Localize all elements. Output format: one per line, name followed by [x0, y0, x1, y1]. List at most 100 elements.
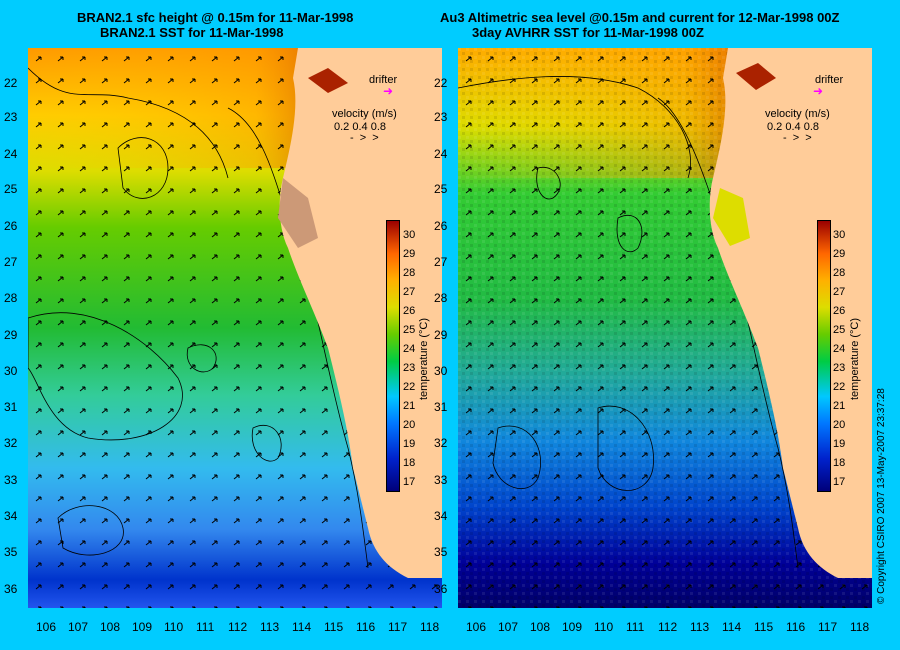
copyright-text: © Copyright CSIRO 2007 13-May-2007 23:37…: [876, 388, 887, 604]
land-mass: [279, 48, 442, 578]
lat-tick: 34: [4, 509, 18, 523]
lat-tick: 28: [4, 291, 18, 305]
colorbar-tick: 23: [833, 362, 846, 374]
colorbar-tick: 22: [833, 381, 846, 393]
lat-tick: 22: [4, 76, 18, 90]
lon-tick: 106: [466, 620, 487, 634]
lat-tick: 35: [4, 545, 18, 559]
lat-tick: 22: [434, 76, 448, 90]
colorbar-tick: 17: [833, 476, 846, 488]
lat-tick: 36: [434, 582, 448, 596]
colorbar-tick: 27: [403, 286, 416, 298]
colorbar-tick: 27: [833, 286, 846, 298]
velocity-title: velocity (m/s): [765, 108, 830, 120]
lon-tick: 107: [498, 620, 519, 634]
left-map-panel: [28, 48, 442, 608]
colorbar-tick: 25: [833, 324, 846, 336]
lat-tick: 33: [4, 473, 18, 487]
colorbar-tick: 19: [403, 438, 416, 450]
drifter-icon: ➜: [383, 84, 394, 98]
colorbar-tick: 18: [833, 457, 846, 469]
lon-tick: 114: [722, 620, 742, 634]
colorbar-tick: 20: [403, 419, 416, 431]
lon-tick: 118: [420, 620, 440, 634]
lon-tick: 107: [68, 620, 89, 634]
colorbar-tick: 26: [833, 305, 846, 317]
colorbar-tick: 25: [403, 324, 416, 336]
lat-tick: 27: [4, 255, 18, 269]
lat-tick: 33: [434, 473, 448, 487]
lon-tick: 109: [562, 620, 583, 634]
colorbar-tick: 24: [403, 343, 416, 355]
colorbar-tick: 29: [833, 248, 846, 260]
colorbar-tick: 19: [833, 438, 846, 450]
lat-tick: 24: [4, 147, 18, 161]
lon-tick: 115: [324, 620, 344, 634]
lat-tick: 26: [434, 219, 448, 233]
colorbar-tick: 21: [833, 400, 846, 412]
right-map-panel: [458, 48, 872, 608]
left-title-line2: BRAN2.1 SST for 11-Mar-1998: [100, 25, 284, 40]
right-title-line2: 3day AVHRR SST for 11-Mar-1998 00Z: [472, 25, 704, 40]
lat-tick: 29: [4, 328, 18, 342]
left-colorbar: [386, 220, 400, 492]
lon-tick: 113: [260, 620, 280, 634]
lat-tick: 23: [434, 110, 448, 124]
lat-tick: 31: [434, 400, 448, 414]
lat-tick: 30: [4, 364, 18, 378]
lat-tick: 23: [4, 110, 18, 124]
lat-tick: 24: [434, 147, 448, 161]
drifter-icon: ➜: [813, 84, 824, 98]
drifter-label: drifter: [369, 74, 398, 86]
drifter-label: drifter: [815, 74, 844, 86]
colorbar-tick: 21: [403, 400, 416, 412]
colorbar-tick: 30: [403, 229, 416, 241]
lat-tick: 28: [434, 291, 448, 305]
lon-tick: 106: [36, 620, 57, 634]
lat-tick: 35: [434, 545, 448, 559]
colorbar-tick: 30: [833, 229, 846, 241]
lon-tick: 114: [292, 620, 312, 634]
colorbar-tick: 18: [403, 457, 416, 469]
lat-tick: 34: [434, 509, 448, 523]
lon-tick: 110: [594, 620, 614, 634]
lon-tick: 117: [388, 620, 408, 634]
colorbar-tick: 29: [403, 248, 416, 260]
lat-tick: 36: [4, 582, 18, 596]
lon-tick: 112: [658, 620, 678, 634]
lon-tick: 111: [626, 620, 645, 634]
lat-tick: 32: [4, 436, 18, 450]
lon-tick: 108: [100, 620, 121, 634]
lon-tick: 118: [850, 620, 870, 634]
lat-tick: 31: [4, 400, 18, 414]
right-map-svg: [458, 48, 872, 608]
lat-tick: 32: [434, 436, 448, 450]
lat-tick: 29: [434, 328, 448, 342]
lon-tick: 117: [818, 620, 838, 634]
colorbar-tick: 17: [403, 476, 416, 488]
lat-tick: 25: [434, 182, 448, 196]
lon-tick: 116: [356, 620, 376, 634]
velocity-arrows-icon: - > >: [350, 132, 379, 144]
lat-tick: 25: [4, 182, 18, 196]
colorbar-tick: 28: [833, 267, 846, 279]
lon-tick: 115: [754, 620, 774, 634]
colorbar-tick: 20: [833, 419, 846, 431]
right-colorbar-label: temperature (°C): [849, 317, 861, 400]
lon-tick: 110: [164, 620, 184, 634]
left-map-svg: [28, 48, 442, 608]
lat-tick: 30: [434, 364, 448, 378]
lon-tick: 109: [132, 620, 153, 634]
colorbar-tick: 26: [403, 305, 416, 317]
colorbar-tick: 22: [403, 381, 416, 393]
velocity-scale: 0.2 0.4 0.8: [767, 121, 819, 133]
colorbar-tick: 23: [403, 362, 416, 374]
left-title-line1: BRAN2.1 sfc height @ 0.15m for 11-Mar-19…: [77, 10, 354, 25]
right-title-line1: Au3 Altimetric sea level @0.15m and curr…: [440, 10, 840, 25]
velocity-arrows-icon: - > >: [783, 132, 812, 144]
lat-tick: 27: [434, 255, 448, 269]
lon-tick: 112: [228, 620, 248, 634]
land-mass: [709, 48, 872, 578]
colorbar-tick: 24: [833, 343, 846, 355]
velocity-title: velocity (m/s): [332, 108, 397, 120]
